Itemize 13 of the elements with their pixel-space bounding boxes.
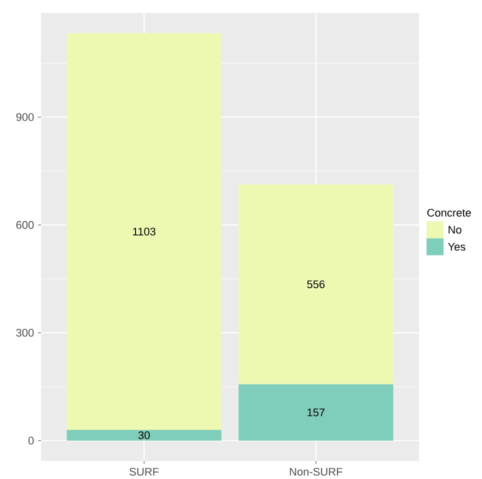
data-label: 30 <box>138 431 150 439</box>
data-label: 157 <box>308 408 325 416</box>
data-label: 556 <box>307 280 325 288</box>
x-tick-label: SURF <box>130 468 159 476</box>
legend-label: Yes <box>448 242 466 250</box>
y-tick-label: 0 <box>28 436 34 444</box>
x-tick-label: Non-SURF <box>290 468 342 476</box>
y-tick-label: 600 <box>16 220 34 229</box>
legend-label: No <box>448 226 462 234</box>
legend-title: Concrete <box>427 208 471 216</box>
y-tick-label: 300 <box>16 328 34 337</box>
data-label: 1103 <box>133 228 156 236</box>
y-tick-label: 900 <box>16 113 34 121</box>
